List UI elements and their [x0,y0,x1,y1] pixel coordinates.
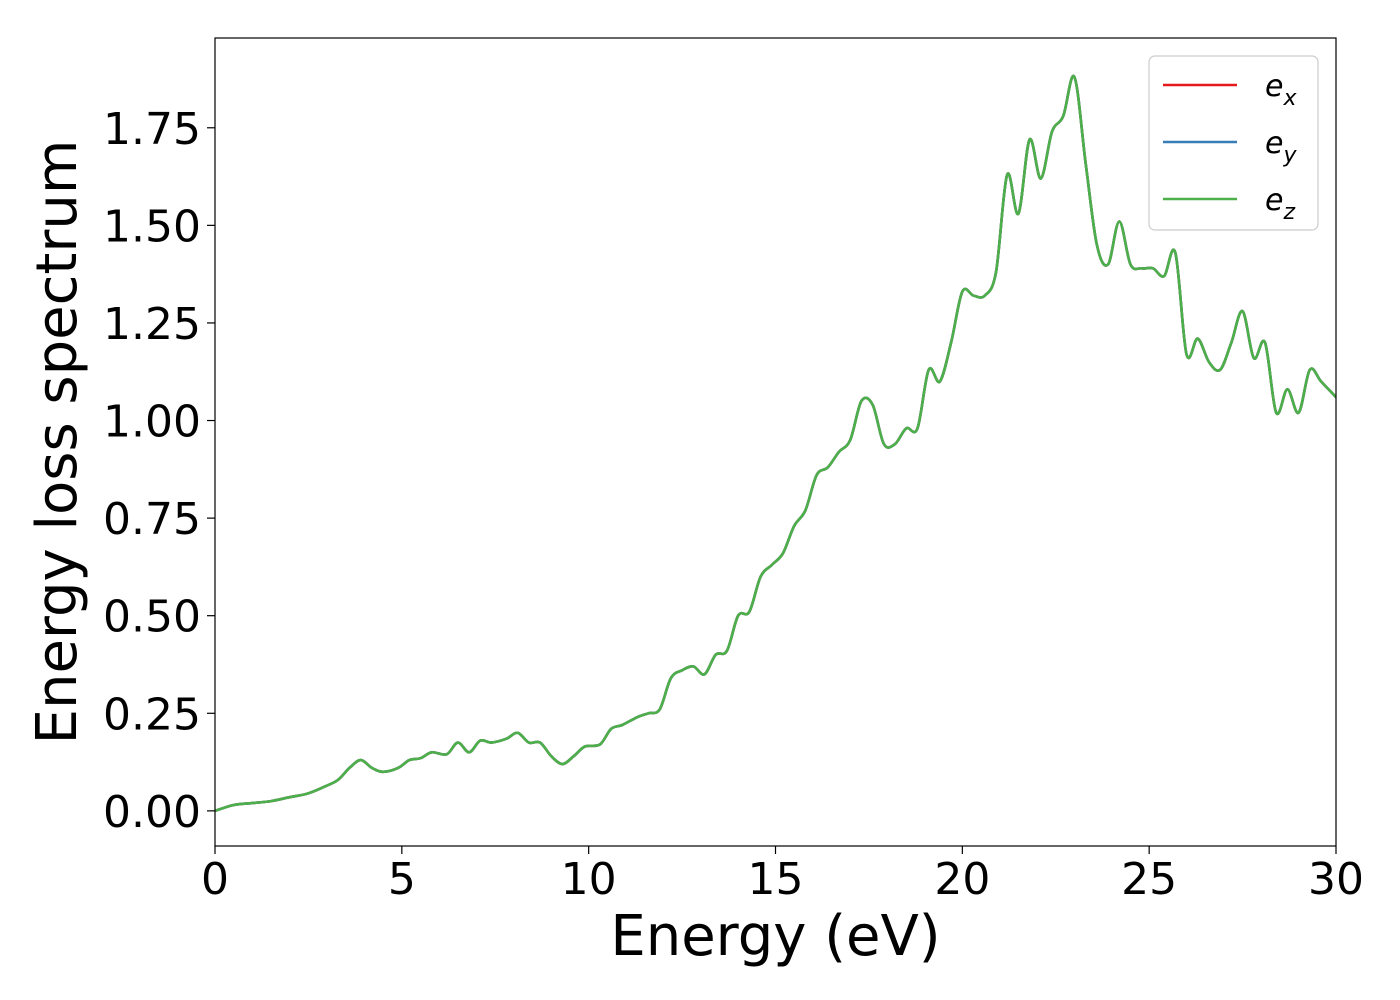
x-tick-label: 5 [388,854,416,905]
x-tick-label: 25 [1121,854,1177,905]
series-line-ez [215,74,1336,813]
legend-label-ex: ex [1265,69,1297,111]
y-axis-ticks: 0.00 0.25 0.50 0.75 1.00 1.25 1.50 1.75 [103,104,215,838]
y-tick-label: 1.25 [103,299,201,350]
y-tick-label: 0.50 [103,592,201,643]
y-tick-label: 1.00 [103,397,201,448]
y-tick-label: 0.25 [103,689,201,740]
x-tick-label: 30 [1308,854,1364,905]
x-axis-title: Energy (eV) [610,904,940,969]
x-tick-label: 20 [934,854,990,905]
y-tick-label: 1.50 [103,201,201,252]
y-axis-title: Energy loss spectrum [25,140,90,745]
legend: ex ey ez [1148,55,1319,231]
x-axis-ticks: 0 5 10 15 20 25 30 [201,846,1364,905]
x-tick-label: 0 [201,854,229,905]
legend-label-ez: ez [1265,183,1295,225]
series-layer [215,74,1336,813]
y-tick-label: 0.00 [103,787,201,838]
y-tick-label: 1.75 [103,104,201,155]
x-tick-label: 15 [748,854,804,905]
y-tick-label: 0.75 [103,494,201,545]
x-tick-label: 10 [561,854,617,905]
legend-label-ey: ey [1265,126,1297,168]
